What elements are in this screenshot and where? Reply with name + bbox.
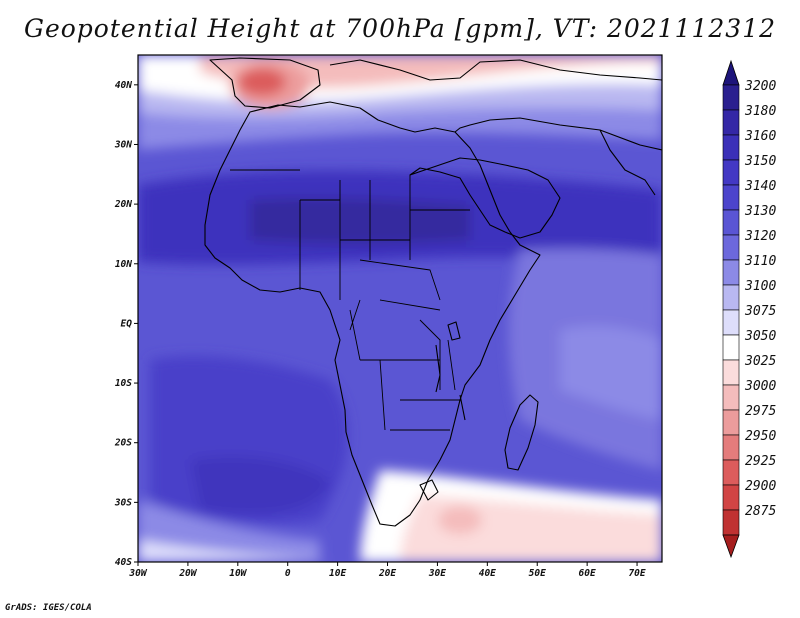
colorbar-label: 3140 (744, 179, 776, 194)
credit-text: GrADS: IGES/COLA (5, 603, 92, 613)
south-atlantic-core (190, 456, 330, 515)
colorbar-label: 3110 (744, 254, 776, 269)
lat-tick-label: 10S (115, 378, 132, 389)
latitude-axis: 40N 30N 20N 10N EQ 10S 20S 30S 40S (114, 80, 138, 568)
colorbar-label: 2900 (745, 479, 776, 494)
africa-coast (204, 101, 541, 527)
colorbar-label: 3130 (744, 204, 776, 219)
colorbar-label: 2925 (745, 454, 776, 469)
lat-tick-label: EQ (121, 318, 133, 329)
longitude-axis: 30W 20W 10W 0 10E 20E 30E 40E 50E 60E 70E (128, 562, 646, 579)
lake-tanganyika (435, 344, 441, 393)
colorbar-swatch (722, 259, 740, 286)
lat-tick-label: 20N (114, 199, 132, 210)
lat-tick-label: 20S (114, 438, 132, 449)
lon-tick-label: 60E (579, 568, 596, 579)
height-field (138, 55, 662, 562)
lat-tick-label: 30S (114, 497, 132, 508)
map-frame (137, 54, 663, 563)
colorbar-label: 3180 (744, 104, 776, 119)
colorbar-top-arrow (722, 59, 740, 86)
colorbar-swatch (722, 334, 740, 361)
colorbar-swatch (722, 409, 740, 436)
lake-victoria (447, 321, 461, 341)
colorbar-swatch (722, 109, 740, 136)
lon-tick-label: 30E (428, 568, 446, 579)
lon-tick-label: 70E (628, 568, 645, 579)
colorbar-swatch (722, 234, 740, 261)
colorbar-swatch (722, 284, 740, 311)
colorbar-label: 3075 (744, 304, 776, 319)
colorbar-label: 3120 (744, 229, 776, 244)
lon-tick-label: 40E (479, 568, 496, 579)
south-gradient-1 (138, 500, 320, 562)
colorbar-swatch (722, 459, 740, 486)
lon-tick-label: 10E (329, 568, 346, 579)
colorbar-label: 2975 (745, 404, 776, 419)
lat-tick-label: 40S (115, 557, 132, 568)
iberia-coast (209, 57, 321, 109)
lat-tick-label: 40N (115, 80, 132, 91)
gulf-coast (599, 129, 656, 196)
coastlines (204, 57, 662, 527)
colorbar-label: 3000 (744, 379, 776, 394)
colorbar-swatch (722, 384, 740, 411)
colorbar-label: 3100 (744, 279, 776, 294)
colorbar: 3200 3180 3160 3150 3140 3130 3120 3110 3100 3075… (722, 59, 776, 559)
mideast-coast (454, 117, 662, 151)
iberia-low-inner (238, 68, 286, 96)
lon-tick-label: 20W (178, 568, 197, 579)
south-low-spot (438, 506, 482, 534)
colorbar-label: 3160 (744, 129, 776, 144)
lat-tick-label: 10N (115, 259, 132, 270)
arabia-coast (409, 157, 561, 239)
colorbar-swatch (722, 309, 740, 336)
indian-ocean-lowest (560, 325, 662, 420)
north-gradient-4 (200, 55, 662, 88)
colorbar-label: 2950 (745, 429, 776, 444)
lon-tick-label: 30W (128, 568, 147, 579)
colorbar-swatch (722, 359, 740, 386)
colorbar-swatch (722, 134, 740, 161)
colorbar-swatch (722, 209, 740, 236)
europe-coast (329, 59, 662, 81)
lon-tick-label: 0 (285, 568, 291, 579)
colorbar-swatch (722, 159, 740, 186)
colorbar-bottom-arrow (722, 534, 740, 559)
colorbar-swatch (722, 509, 740, 536)
colorbar-label: 3025 (744, 354, 776, 369)
colorbar-swatch (722, 434, 740, 461)
madagascar (504, 394, 539, 471)
country-borders (230, 169, 470, 431)
colorbar-swatch (722, 84, 740, 111)
lesotho (419, 479, 439, 501)
colorbar-swatch (722, 484, 740, 511)
colorbar-swatch (722, 184, 740, 211)
lon-tick-label: 50E (529, 568, 546, 579)
colorbar-label: 3200 (744, 79, 776, 94)
colorbar-label: 3150 (744, 154, 776, 169)
lon-tick-label: 10W (229, 568, 247, 579)
lon-tick-label: 20E (378, 568, 396, 579)
south-west-light (138, 540, 330, 562)
colorbar-label: 2875 (745, 504, 776, 519)
chart-title: Geopotential Height at 700hPa [gpm], VT:… (23, 14, 777, 43)
high-core-north (250, 197, 470, 244)
lat-tick-label: 30N (114, 139, 132, 150)
lake-malawi (459, 394, 466, 421)
colorbar-label: 3050 (744, 329, 776, 344)
